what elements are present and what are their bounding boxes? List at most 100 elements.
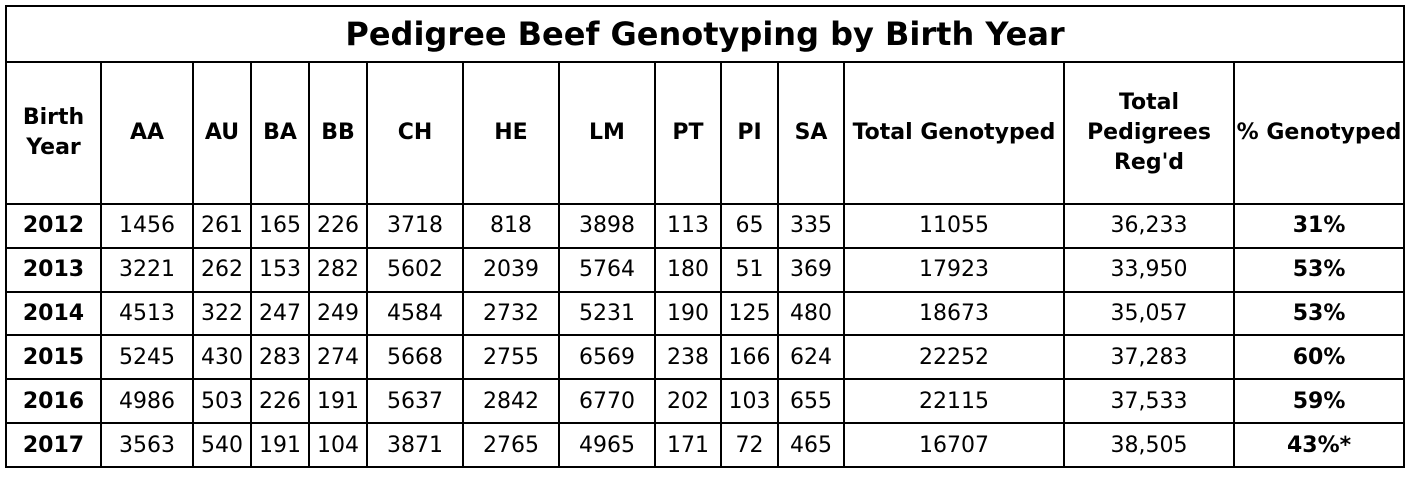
- table-cell: 369: [777, 246, 845, 293]
- table-cell: 17923: [843, 246, 1065, 293]
- row-header: 2015: [5, 334, 102, 381]
- table-cell: 4584: [366, 290, 464, 337]
- table-cell: 2039: [462, 246, 560, 293]
- table-cell: 430: [192, 334, 252, 381]
- table-cell: 3718: [366, 203, 464, 249]
- table-cell: 540: [192, 422, 252, 468]
- data-row: 2013 3221 262 153 282 5602 2039 5764 180 51 369 179…: [5, 246, 1406, 293]
- table-cell: 226: [250, 378, 310, 425]
- table-title: Pedigree Beef Genotyping by Birth Year: [4, 5, 1406, 63]
- table-cell: 261: [192, 203, 252, 249]
- table-cell: 4513: [100, 290, 194, 337]
- table-cell: 37,283: [1063, 334, 1235, 381]
- table-cell: 238: [654, 334, 722, 381]
- table-cell: 4965: [558, 422, 656, 468]
- table-cell: 5764: [558, 246, 656, 293]
- table-cell: 190: [654, 290, 722, 337]
- genotyping-table: Pedigree Beef Genotyping by Birth Year B…: [4, 5, 1406, 468]
- table-cell: 103: [720, 378, 779, 425]
- table-cell: 480: [777, 290, 845, 337]
- table-cell: 5637: [366, 378, 464, 425]
- table-cell: 262: [192, 246, 252, 293]
- table-cell: 22115: [843, 378, 1065, 425]
- table-cell: 180: [654, 246, 722, 293]
- table-cell: 43%*: [1232, 422, 1406, 468]
- table-cell: 3898: [558, 203, 656, 249]
- table-cell: 818: [462, 203, 560, 249]
- table-cell: 5668: [366, 334, 464, 381]
- table-cell: 171: [654, 422, 722, 468]
- row-header: 2014: [5, 290, 102, 337]
- table-body: Pedigree Beef Genotyping by Birth Year B…: [4, 5, 1406, 468]
- table-cell: 5245: [100, 334, 194, 381]
- table-cell: 60%: [1232, 334, 1406, 381]
- table-cell: 1456: [100, 203, 194, 249]
- table-cell: 3221: [100, 246, 194, 293]
- table-cell: 655: [777, 378, 845, 425]
- column-header: Birth Year: [5, 61, 102, 205]
- table-cell: 59%: [1232, 378, 1406, 425]
- table-cell: 282: [308, 246, 368, 293]
- data-row: 2015 5245 430 283 274 5668 2755 6569 238 166 624 22…: [5, 334, 1406, 381]
- table-cell: 247: [250, 290, 310, 337]
- table-cell: 4986: [100, 378, 194, 425]
- column-header: Total Genotyped: [843, 61, 1065, 205]
- column-header: PI: [720, 61, 779, 205]
- table-cell: 22252: [843, 334, 1065, 381]
- table-cell: 2842: [462, 378, 560, 425]
- row-header: 2012: [5, 203, 102, 249]
- table-cell: 6569: [558, 334, 656, 381]
- column-header: BA: [250, 61, 310, 205]
- table-cell: 37,533: [1063, 378, 1235, 425]
- table-cell: 5602: [366, 246, 464, 293]
- table-cell: 125: [720, 290, 779, 337]
- table-cell: 35,057: [1063, 290, 1235, 337]
- table-cell: 6770: [558, 378, 656, 425]
- column-header: % Genotyped: [1232, 61, 1406, 205]
- table-cell: 5231: [558, 290, 656, 337]
- data-row: 2012 1456 261 165 226 3718 818 3898 113 65 335 1105…: [5, 203, 1406, 249]
- table-cell: 3563: [100, 422, 194, 468]
- table-cell: 153: [250, 246, 310, 293]
- table-cell: 465: [777, 422, 845, 468]
- title-row: Pedigree Beef Genotyping by Birth Year: [4, 5, 1406, 63]
- table-cell: 2755: [462, 334, 560, 381]
- table-cell: 53%: [1232, 246, 1406, 293]
- column-header: AA: [100, 61, 194, 205]
- column-header: SA: [777, 61, 845, 205]
- table-cell: 38,505: [1063, 422, 1235, 468]
- table-cell: 322: [192, 290, 252, 337]
- table-cell: 274: [308, 334, 368, 381]
- table-cell: 191: [250, 422, 310, 468]
- table-cell: 33,950: [1063, 246, 1235, 293]
- table-cell: 226: [308, 203, 368, 249]
- table-cell: 113: [654, 203, 722, 249]
- table-cell: 335: [777, 203, 845, 249]
- column-header: CH: [366, 61, 464, 205]
- table-cell: 51: [720, 246, 779, 293]
- row-header: 2013: [5, 246, 102, 293]
- column-header: LM: [558, 61, 656, 205]
- table-cell: 72: [720, 422, 779, 468]
- table-cell: 165: [250, 203, 310, 249]
- table-cell: 2732: [462, 290, 560, 337]
- table-cell: 31%: [1232, 203, 1406, 249]
- data-row: 2014 4513 322 247 249 4584 2732 5231 190 125 480 18…: [5, 290, 1406, 337]
- table-cell: 11055: [843, 203, 1065, 249]
- header-row: Birth Year AA AU BA BB CH HE LM PT PI SA Total Geno…: [5, 61, 1406, 205]
- table-cell: 283: [250, 334, 310, 381]
- column-header: Total Pedigrees Reg'd: [1063, 61, 1235, 205]
- table-cell: 191: [308, 378, 368, 425]
- table-cell: 249: [308, 290, 368, 337]
- data-row: 2017 3563 540 191 104 3871 2765 4965 171 72 465 167…: [5, 422, 1406, 468]
- table-cell: 18673: [843, 290, 1065, 337]
- table-cell: 53%: [1232, 290, 1406, 337]
- table-cell: 36,233: [1063, 203, 1235, 249]
- table-cell: 2765: [462, 422, 560, 468]
- table-cell: 202: [654, 378, 722, 425]
- table-cell: 3871: [366, 422, 464, 468]
- row-header: 2017: [5, 422, 102, 468]
- column-header: PT: [654, 61, 722, 205]
- column-header: AU: [192, 61, 252, 205]
